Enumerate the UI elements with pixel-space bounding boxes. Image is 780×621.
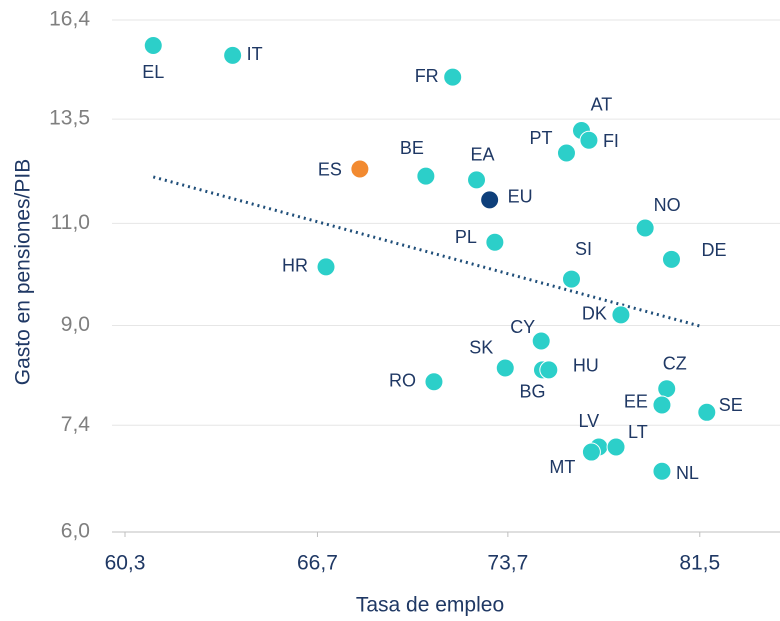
point: [467, 170, 487, 190]
point-label: EU: [508, 187, 533, 207]
y-tick-label: 6,0: [61, 520, 90, 543]
point: [539, 360, 559, 380]
point: [581, 442, 601, 462]
point: [495, 358, 515, 378]
point: [443, 67, 463, 87]
point: [657, 379, 677, 399]
point: [531, 331, 551, 351]
point-label: EA: [471, 145, 495, 165]
y-tick-label: 11,0: [51, 211, 90, 234]
point-label: SK: [469, 338, 493, 358]
point-label: DK: [582, 304, 607, 324]
point-label: RO: [389, 370, 416, 390]
point-label: SE: [719, 395, 743, 415]
point: [480, 190, 500, 210]
point-label: BG: [519, 382, 545, 402]
point: [652, 461, 672, 481]
point: [697, 402, 717, 422]
point-label: LV: [578, 411, 599, 431]
point-label: FI: [603, 131, 619, 151]
point-label: MT: [549, 457, 575, 477]
point-label: CZ: [663, 353, 687, 373]
y-axis-label: Gasto en pensiones/PIB: [12, 159, 35, 385]
y-tick-label: 9,0: [61, 313, 90, 336]
point: [661, 249, 681, 269]
y-tick-label: 7,4: [61, 413, 91, 436]
point: [561, 269, 581, 289]
x-axis-label: Tasa de empleo: [356, 594, 504, 617]
point-label: HU: [573, 356, 599, 376]
point-label: BE: [400, 138, 424, 158]
trendline: [152, 175, 703, 329]
point-label: NL: [676, 463, 699, 483]
point: [416, 166, 436, 186]
point-label: HR: [282, 256, 308, 276]
point-label: IT: [247, 44, 263, 64]
point-label: PT: [529, 128, 552, 148]
point: [556, 143, 576, 163]
point-label: ES: [318, 160, 342, 180]
point: [579, 130, 599, 150]
point-label: PL: [455, 227, 477, 247]
point: [424, 372, 444, 392]
x-tick-label: 81,5: [679, 552, 720, 575]
point: [485, 232, 505, 252]
point-label: NO: [654, 195, 681, 215]
point-label: EE: [624, 392, 648, 412]
point: [611, 305, 631, 325]
point-label: AT: [591, 94, 613, 114]
x-tick-label: 73,7: [487, 552, 528, 575]
point-label: LT: [628, 422, 648, 442]
point-label: CY: [510, 317, 535, 337]
point-label: DE: [701, 240, 726, 260]
point-label: EL: [142, 62, 164, 82]
point-label: SI: [575, 239, 592, 259]
point-label: FR: [415, 66, 439, 86]
point: [316, 257, 336, 277]
point: [635, 218, 655, 238]
point: [143, 35, 163, 55]
point: [652, 395, 672, 415]
y-tick-label: 16,4: [49, 8, 90, 31]
x-tick-label: 66,7: [297, 552, 338, 575]
y-tick-label: 13,5: [49, 107, 90, 130]
point: [606, 437, 626, 457]
point: [350, 159, 370, 179]
x-tick-label: 60,3: [105, 552, 146, 575]
point: [223, 45, 243, 65]
